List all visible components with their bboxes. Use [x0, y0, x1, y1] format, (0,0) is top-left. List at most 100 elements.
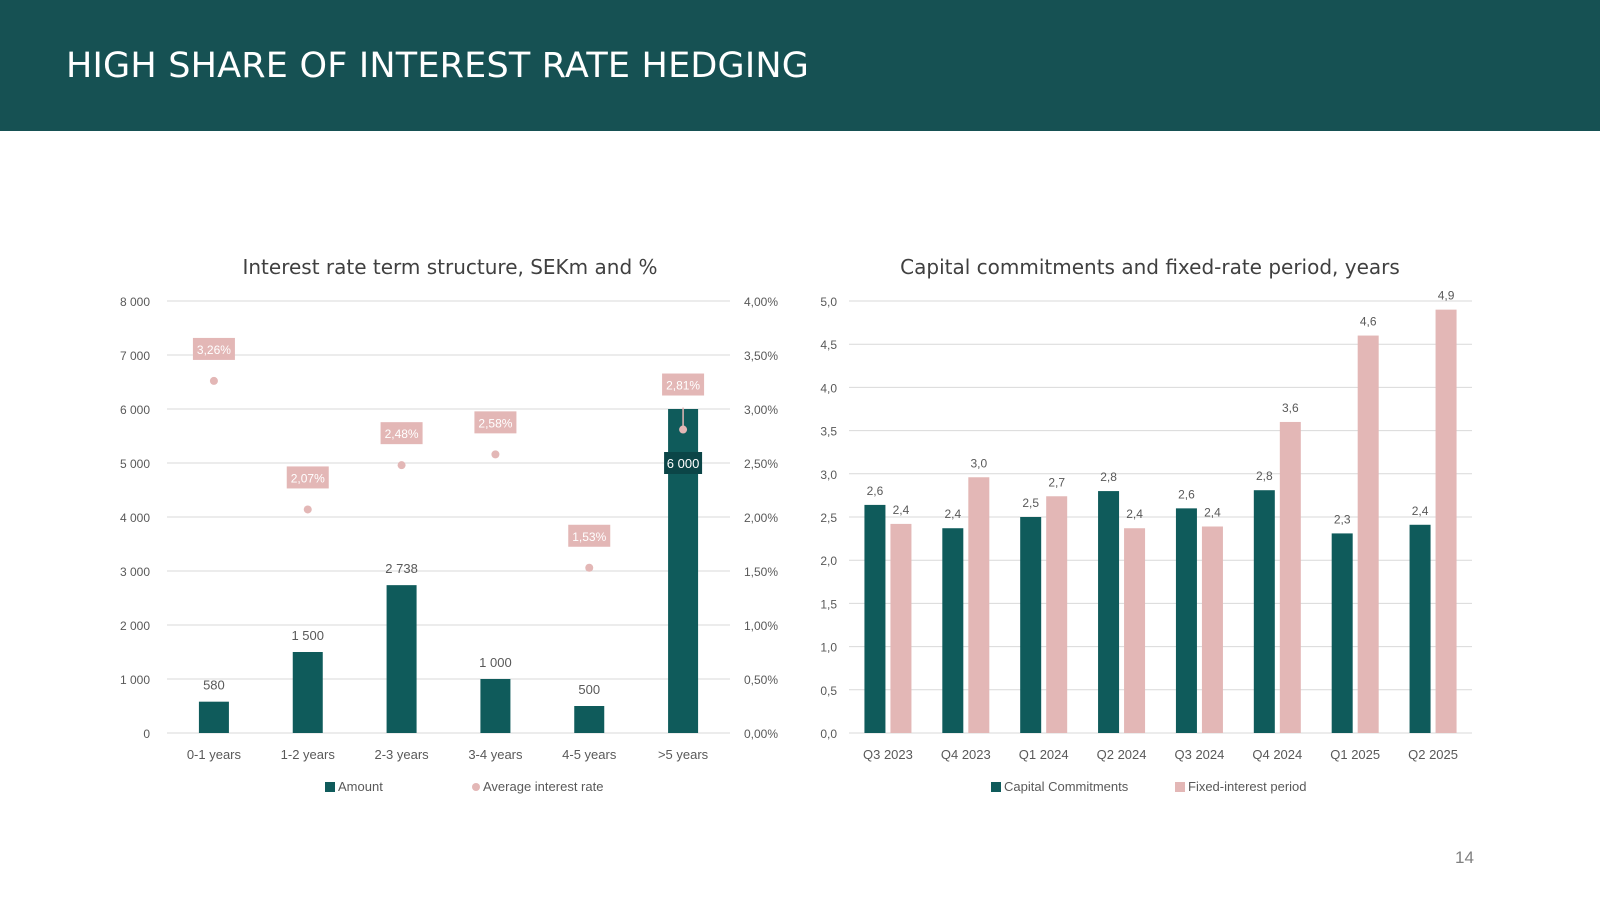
x-tick-label: Q3 2023 — [863, 747, 913, 762]
y-tick-label: 4,0 — [820, 381, 837, 395]
data-label-rate: 3,26% — [197, 343, 231, 357]
y-tick-label: 1,0 — [820, 641, 837, 655]
title-banner: HIGH SHARE OF INTEREST RATE HEDGING — [0, 0, 1600, 131]
y-tick-label-right: 0,00% — [744, 727, 778, 741]
point-average-rate — [303, 505, 312, 514]
y-tick-label-right: 4,00% — [744, 295, 778, 309]
bar-capital-commitments — [864, 504, 886, 733]
chart-title: Interest rate term structure, SEKm and % — [242, 255, 657, 279]
x-tick-label: 1-2 years — [281, 747, 336, 762]
data-label-capital-commitments: 2,3 — [1334, 512, 1351, 526]
point-average-rate — [491, 450, 500, 459]
bar-amount — [574, 706, 605, 733]
bar-amount — [386, 585, 417, 733]
y-tick-label-left: 3 000 — [120, 565, 150, 579]
term-structure-chart: Interest rate term structure, SEKm and %… — [120, 255, 778, 794]
data-label-fixed-interest-period: 3,0 — [970, 456, 987, 470]
x-tick-label: Q3 2024 — [1175, 747, 1225, 762]
y-tick-label-left: 4 000 — [120, 511, 150, 525]
legend-swatch-capital-commitments — [991, 782, 1001, 792]
y-tick-label: 4,5 — [820, 338, 837, 352]
bar-amount — [292, 652, 323, 733]
data-label-fixed-interest-period: 4,6 — [1360, 315, 1377, 329]
data-label-box — [662, 373, 705, 396]
data-label-rate: 2,58% — [478, 416, 512, 430]
data-label-rate: 1,53% — [572, 530, 606, 544]
data-label-fixed-interest-period: 2,4 — [1204, 506, 1221, 520]
bar-capital-commitments — [1253, 490, 1275, 733]
data-label-fixed-interest-period: 2,4 — [893, 503, 910, 517]
bar-amount — [198, 701, 229, 733]
data-label-box — [286, 466, 329, 489]
page-number: 14 — [1455, 848, 1474, 867]
y-tick-label-left: 6 000 — [120, 403, 150, 417]
legend-swatch-rate — [472, 783, 480, 791]
data-label-capital-commitments: 2,8 — [1100, 470, 1117, 484]
point-average-rate — [585, 563, 594, 572]
data-label-amount: 1 000 — [479, 655, 512, 670]
y-tick-label: 2,5 — [820, 511, 837, 525]
y-tick-label-right: 2,00% — [744, 511, 778, 525]
y-tick-label-right: 0,50% — [744, 673, 778, 687]
data-label-box — [568, 524, 611, 547]
legend-label-amount: Amount — [338, 779, 383, 794]
y-tick-label: 0,5 — [820, 684, 837, 698]
chart-title: Capital commitments and fixed-rate perio… — [900, 255, 1400, 279]
y-tick-label: 3,5 — [820, 425, 837, 439]
x-tick-label: 2-3 years — [374, 747, 429, 762]
y-tick-label-left: 5 000 — [120, 457, 150, 471]
x-tick-label: Q4 2023 — [941, 747, 991, 762]
data-label-capital-commitments: 2,4 — [944, 507, 961, 521]
data-label-amount: 1 500 — [291, 628, 324, 643]
data-label-box — [474, 411, 517, 434]
x-tick-label: 3-4 years — [468, 747, 523, 762]
y-tick-label-right: 1,00% — [744, 619, 778, 633]
data-label-rate: 2,81% — [666, 379, 700, 393]
y-tick-label: 0,0 — [820, 727, 837, 741]
x-tick-label: Q2 2025 — [1408, 747, 1458, 762]
x-tick-label: Q1 2024 — [1019, 747, 1069, 762]
data-label-capital-commitments: 2,6 — [1178, 487, 1195, 501]
y-tick-label-left: 0 — [143, 727, 150, 741]
data-label-box — [192, 337, 235, 360]
data-label-capital-commitments: 2,5 — [1022, 496, 1039, 510]
bar-fixed-interest-period — [890, 523, 912, 733]
x-tick-label: 0-1 years — [187, 747, 242, 762]
data-label-amount: 2 738 — [385, 561, 418, 576]
slide-title: HIGH SHARE OF INTEREST RATE HEDGING — [66, 46, 810, 86]
bar-capital-commitments — [1175, 508, 1197, 733]
point-average-rate — [397, 461, 406, 470]
bar-fixed-interest-period — [1435, 309, 1457, 733]
x-tick-label: Q1 2025 — [1330, 747, 1380, 762]
y-tick-label: 5,0 — [820, 295, 837, 309]
bar-fixed-interest-period — [1201, 526, 1223, 733]
data-label-amount: 500 — [578, 682, 600, 697]
bar-fixed-interest-period — [1124, 528, 1146, 733]
bar-capital-commitments — [1098, 491, 1120, 733]
legend-label-rate: Average interest rate — [483, 779, 603, 794]
point-average-rate — [679, 425, 688, 434]
bar-capital-commitments — [1020, 517, 1042, 733]
y-tick-label-right: 3,00% — [744, 403, 778, 417]
x-tick-label: >5 years — [658, 747, 709, 762]
bar-fixed-interest-period — [1357, 335, 1379, 733]
legend-label-capital-commitments: Capital Commitments — [1004, 779, 1129, 794]
bar-fixed-interest-period — [1046, 496, 1068, 733]
data-label-rate: 2,48% — [385, 427, 419, 441]
data-label-capital-commitments: 2,8 — [1256, 469, 1273, 483]
data-label-box — [380, 422, 423, 445]
data-label-fixed-interest-period: 2,4 — [1126, 507, 1143, 521]
data-label-capital-commitments: 2,4 — [1412, 504, 1429, 518]
data-label-fixed-interest-period: 2,7 — [1048, 475, 1065, 489]
x-tick-label: Q4 2024 — [1252, 747, 1302, 762]
data-label-box — [664, 452, 703, 474]
data-label-amount: 580 — [203, 678, 225, 693]
point-average-rate — [209, 376, 218, 385]
bar-fixed-interest-period — [968, 477, 990, 733]
y-tick-label-left: 7 000 — [120, 349, 150, 363]
data-label-fixed-interest-period: 3,6 — [1282, 401, 1299, 415]
legend-label-fixed-interest-period: Fixed-interest period — [1188, 779, 1307, 794]
y-tick-label-left: 2 000 — [120, 619, 150, 633]
y-tick-label-right: 2,50% — [744, 457, 778, 471]
